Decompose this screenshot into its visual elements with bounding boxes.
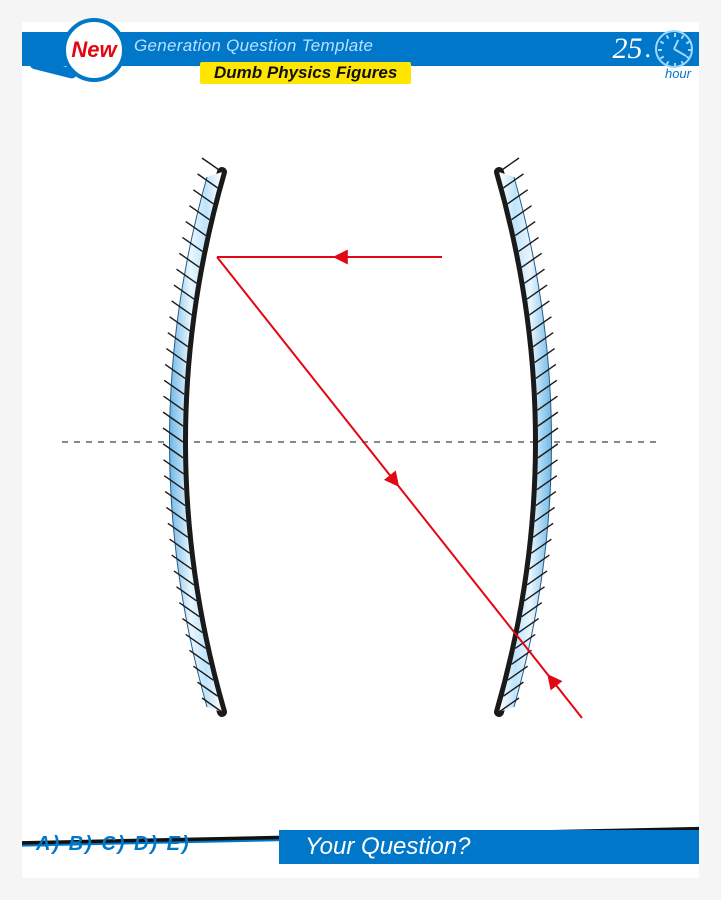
footer: A) B) C) D) E) Your Question? xyxy=(22,830,699,864)
header-title: Generation Question Template xyxy=(134,36,373,56)
question-prompt: Your Question? xyxy=(305,833,470,861)
question-prompt-bar: Your Question? xyxy=(279,830,699,864)
hour-dot: . xyxy=(645,34,652,64)
answer-options: A) B) C) D) E) xyxy=(36,833,191,856)
header-subtitle: Dumb Physics Figures xyxy=(200,62,411,84)
reflected-ray-diag xyxy=(217,257,522,642)
page-card: New Generation Question Template Dumb Ph… xyxy=(22,22,699,878)
right-concave-mirror xyxy=(499,158,558,712)
clock-icon xyxy=(655,30,693,68)
header: New Generation Question Template Dumb Ph… xyxy=(22,22,699,80)
hour-label: hour xyxy=(665,66,691,81)
optics-diagram xyxy=(22,122,699,762)
magnifier-lens-icon: New xyxy=(62,18,126,82)
new-badge: New xyxy=(71,37,116,63)
left-concave-mirror xyxy=(163,158,222,712)
hour-box: 25 . xyxy=(613,32,700,66)
hour-number: 25 xyxy=(613,32,643,66)
